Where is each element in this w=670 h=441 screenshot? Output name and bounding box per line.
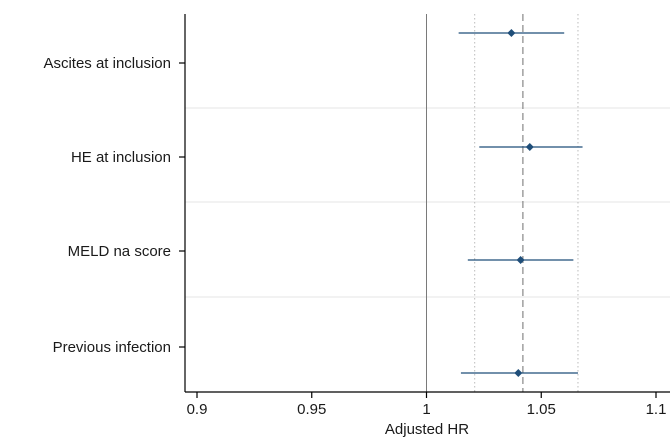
- y-label-3: MELD na score: [68, 243, 171, 260]
- estimate-marker-2: [525, 143, 534, 151]
- estimate-marker-4: [514, 369, 523, 377]
- axes: [184, 14, 670, 393]
- y-label-4: Previous infection: [53, 339, 171, 356]
- y-label-1: Ascites at inclusion: [43, 55, 171, 72]
- x-tick-label-4: 1.05: [527, 401, 556, 418]
- x-tick-label-1: 0.9: [187, 401, 208, 418]
- estimate-marker-3: [516, 256, 525, 264]
- reference-lines: [426, 14, 579, 392]
- grid-lines: [185, 107, 670, 298]
- y-axis-labels: Ascites at inclusion HE at inclusion MELD …: [43, 55, 185, 356]
- x-tick-label-2: 0.95: [297, 401, 326, 418]
- x-axis-ticks: 0.9 0.95 1 1.05 1.1: [187, 392, 667, 418]
- x-tick-label-3: 1: [422, 401, 430, 418]
- x-axis-label: Adjusted HR: [385, 421, 469, 438]
- x-tick-label-5: 1.1: [646, 401, 667, 418]
- y-label-2: HE at inclusion: [71, 149, 171, 166]
- estimate-marker-1: [507, 29, 516, 37]
- estimate-marks: [458, 29, 583, 377]
